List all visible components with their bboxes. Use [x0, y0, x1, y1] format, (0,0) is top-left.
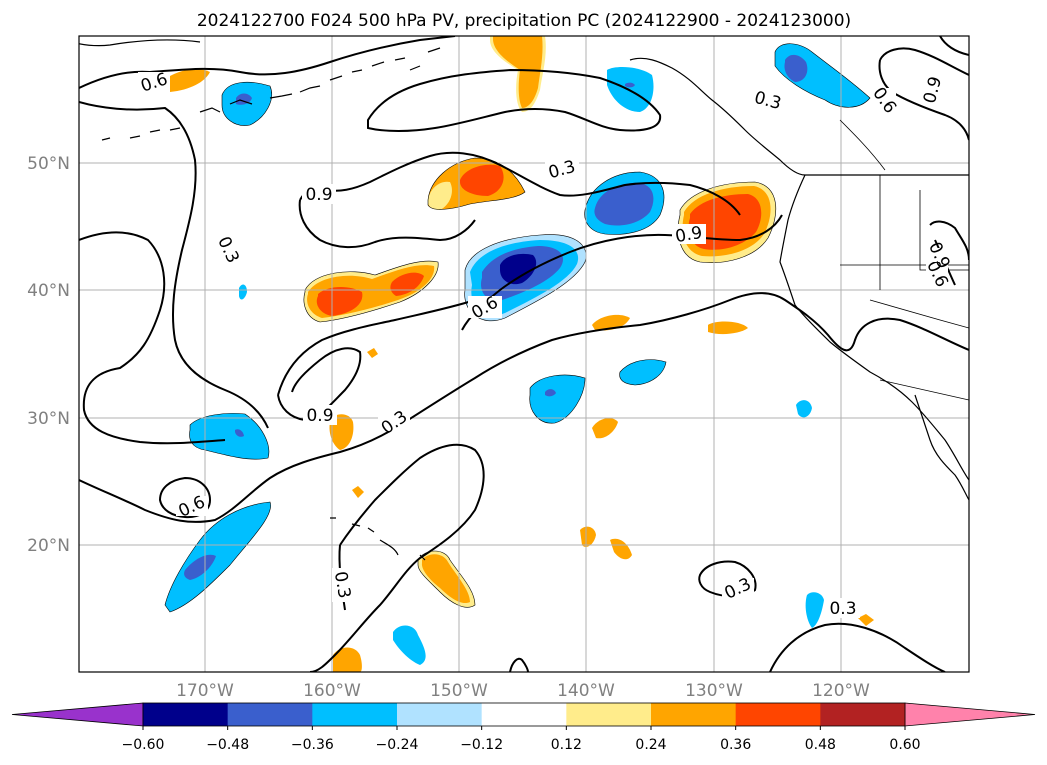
contour-line [79, 292, 969, 523]
political-borders [805, 119, 969, 401]
lon-label: 130°W [685, 681, 743, 701]
contour-line [878, 59, 969, 141]
colorbar-swatch [481, 703, 567, 726]
map-area: 0.6 0.3 0.9 0.3 0.9 0.6 0.3 0.9 0.6 0.3 [78, 35, 970, 673]
figure-title: 2024122700 F024 500 hPa PV, precipitatio… [197, 11, 851, 31]
colorbar-tick-label: 0.60 [889, 737, 920, 753]
contour-line [79, 36, 456, 89]
colorbar-swatch [312, 703, 398, 726]
colorbar-swatch [566, 703, 652, 726]
lon-label: 170°W [176, 681, 234, 701]
coastlines [79, 39, 969, 561]
latitude-labels: 20°N 30°N 40°N 50°N [27, 154, 70, 556]
contour-label: 0.9 [306, 406, 333, 426]
contour-line [509, 657, 529, 672]
gridlines [79, 36, 969, 672]
colorbar-tick-label: 0.12 [551, 737, 582, 753]
contour-line [158, 476, 212, 519]
contour-line [298, 199, 476, 248]
pv-contours [79, 36, 969, 672]
contour-label: 0.9 [674, 223, 704, 247]
colorbar-tick-label: 0.24 [635, 737, 666, 753]
colorbar-swatch [227, 703, 313, 726]
state-borders [840, 175, 969, 401]
contour-line [277, 299, 476, 396]
contour-line [929, 220, 969, 261]
contour-line [461, 214, 783, 331]
colorbar-swatch [397, 703, 483, 726]
lat-label: 50°N [27, 154, 70, 174]
anomaly-outlines [164, 43, 871, 613]
colorbar-extend-high [904, 702, 1036, 727]
contour-label: 0.9 [305, 185, 332, 205]
contour-line [299, 151, 741, 216]
colorbar-tick-label: −0.48 [206, 737, 249, 753]
contour-labels: 0.6 0.3 0.9 0.3 0.9 0.6 0.3 0.9 0.6 0.3 [138, 69, 954, 619]
precip-anomaly-fields [161, 36, 874, 672]
colorbar-outline [142, 702, 906, 727]
colorbar-swatch [820, 703, 906, 726]
colorbar-tick-label: 0.36 [720, 737, 751, 753]
colorbar-tick-label: 0.48 [805, 737, 836, 753]
aleutian-chain [79, 39, 201, 47]
lon-label: 120°W [812, 681, 870, 701]
contour-label: 0.3 [829, 599, 856, 619]
lon-label: 160°W [303, 681, 361, 701]
map-frame [78, 35, 970, 673]
colorbar-extend-low [11, 702, 144, 727]
contour-line [79, 231, 226, 445]
hawaiian-islands [330, 517, 426, 561]
west-coast [779, 174, 969, 481]
canada-borders [839, 119, 886, 171]
contour-line [309, 443, 485, 672]
lat-label: 30°N [27, 409, 70, 429]
longitude-labels: 170°W 160°W 150°W 140°W 130°W 120°W [176, 681, 870, 701]
lat-label: 40°N [27, 281, 70, 301]
colorbar-swatch [143, 703, 229, 726]
contour-line [367, 68, 662, 132]
positive-anomaly-patches [161, 36, 874, 672]
contour-line [879, 47, 969, 76]
baja-coast [914, 394, 969, 501]
contour-line [277, 347, 362, 422]
colorbar: −0.60 −0.48 −0.36 −0.24 −0.12 0.12 0.24 0.36 0.4… [11, 702, 1036, 753]
contour-line [939, 36, 969, 56]
colorbar-tick-label: −0.12 [460, 737, 503, 753]
lon-label: 150°W [430, 681, 488, 701]
contour-label: 0.3 [330, 570, 354, 600]
contour-line [79, 101, 269, 429]
colorbar-tick-label: −0.24 [376, 737, 419, 753]
colorbar-swatch [651, 703, 737, 726]
colorbar-swatch [735, 703, 821, 726]
lat-label: 20°N [27, 536, 70, 556]
alaska-bc-coast [629, 57, 969, 176]
contour-line [698, 560, 757, 598]
colorbar-tick-label: −0.36 [291, 737, 334, 753]
aleutian-islands [101, 47, 441, 141]
lon-label: 140°W [557, 681, 615, 701]
contour-line [769, 622, 946, 672]
colorbar-tick-label: −0.60 [122, 737, 165, 753]
